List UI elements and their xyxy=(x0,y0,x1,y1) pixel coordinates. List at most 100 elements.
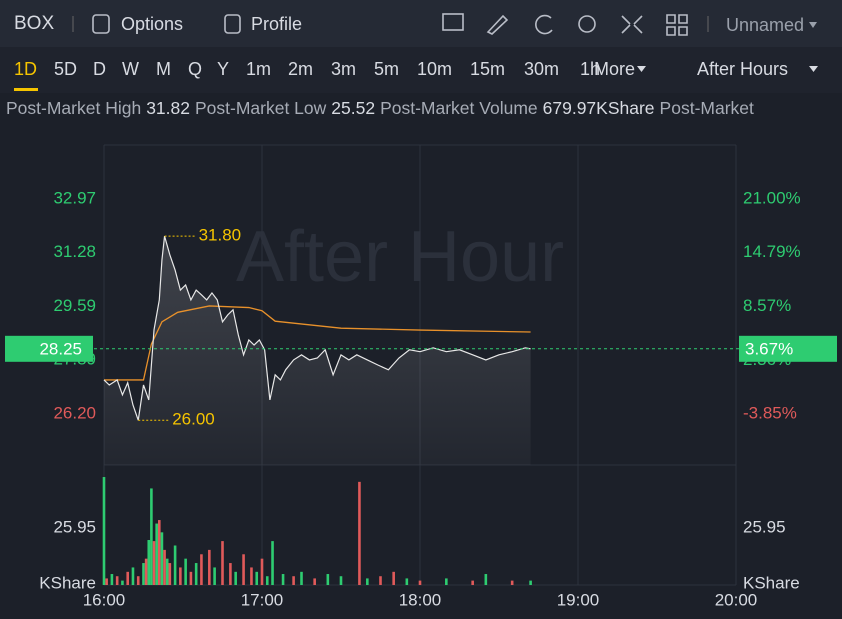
volume-bar xyxy=(471,580,474,585)
timeframe-tab[interactable]: 10m xyxy=(417,59,452,79)
y2-tick-label: 8.57% xyxy=(743,296,791,315)
profile-icon xyxy=(224,14,241,34)
timeframe-tab[interactable]: More xyxy=(594,59,635,79)
volume-bar xyxy=(160,532,164,585)
volume-bar xyxy=(155,523,158,585)
volume-bar xyxy=(339,576,343,585)
timeframe-tab[interactable]: W xyxy=(122,59,139,79)
stat-label: Post-Market Low xyxy=(195,98,327,118)
last-price-box xyxy=(5,335,93,362)
volume-bar xyxy=(445,578,448,585)
layout-icon[interactable] xyxy=(666,14,688,36)
volume-bar xyxy=(102,477,106,585)
volume-bar xyxy=(115,576,119,585)
volume-bar xyxy=(126,571,129,585)
timeframe-tab[interactable]: 30m xyxy=(524,59,559,79)
last-change-label: 3.67% xyxy=(745,339,793,358)
volume-bar xyxy=(529,580,532,585)
volume-bar xyxy=(208,549,211,585)
stat-value: 31.82 xyxy=(146,98,190,118)
timeframe-tab[interactable]: 5D xyxy=(54,59,77,79)
volume-bar xyxy=(234,571,237,585)
volume-bar xyxy=(213,567,216,585)
volume-bar xyxy=(229,563,232,585)
plot: 16:00 17:00 18:00 19:00 20:00 21.00% 32.97 14.7… xyxy=(5,144,837,609)
volume-bar xyxy=(189,571,193,585)
x-tick-label: 19:00 xyxy=(557,590,600,609)
y-tick-label: 32.97 xyxy=(53,188,96,207)
timeframe-tab[interactable]: 3m xyxy=(331,59,356,79)
symbol[interactable]: BOX xyxy=(14,13,54,34)
volume-bar xyxy=(142,563,145,585)
annotation-label: 26.00 xyxy=(172,410,215,429)
settings-icon[interactable] xyxy=(578,15,596,33)
watermark: After Hour xyxy=(236,217,564,297)
volume-bar xyxy=(152,541,156,585)
timeframe-tab[interactable]: D xyxy=(93,59,106,79)
avg-line xyxy=(104,305,531,381)
dropdown-arrow xyxy=(809,22,817,28)
y2-tick-label: 21.00% xyxy=(743,188,801,207)
timeframe-tab[interactable]: 1m xyxy=(246,59,271,79)
timeframe-tab[interactable]: 1D xyxy=(14,59,37,79)
volume-bar xyxy=(131,567,135,585)
last-change-box xyxy=(739,335,837,362)
draw-icon[interactable] xyxy=(486,14,509,35)
volume-bar xyxy=(484,574,488,585)
volume-bar xyxy=(366,578,369,585)
dropdown-arrow xyxy=(809,66,818,72)
volume-bar xyxy=(163,549,166,585)
session-select[interactable]: After Hours xyxy=(697,59,788,79)
y2-tick-label: -3.85% xyxy=(743,404,797,423)
refresh-icon[interactable] xyxy=(535,14,553,35)
volume-bar xyxy=(173,545,177,585)
stat-label: Post-Market Volume xyxy=(380,98,538,118)
volume-bar xyxy=(179,567,182,585)
annotation-label: 31.80 xyxy=(199,226,242,245)
stats-row: Post-Market High 31.82 Post-Market Low 25.5… xyxy=(6,98,754,118)
volume-bar xyxy=(105,578,108,585)
stat-value: 679.97KShare xyxy=(543,98,655,118)
stat-label: Post-Market High xyxy=(6,98,141,118)
volume-bar xyxy=(121,580,124,585)
volume-bar xyxy=(392,571,395,585)
volume-bar xyxy=(358,481,361,585)
timeframe-tab[interactable]: 5m xyxy=(374,59,399,79)
toolbar xyxy=(0,0,842,47)
x-tick-label: 17:00 xyxy=(241,590,284,609)
volume-bar xyxy=(147,540,151,585)
timeframe-tab[interactable]: 1h xyxy=(580,59,600,79)
stat-label: Post-Market xyxy=(660,98,754,118)
timeframe-tab[interactable]: 2m xyxy=(288,59,313,79)
volume-bar xyxy=(200,554,203,585)
profile-button[interactable]: Profile xyxy=(251,14,302,34)
volume-bar xyxy=(313,578,316,585)
volume-bar xyxy=(265,576,269,585)
volume-bar xyxy=(242,554,245,585)
x-tick-label: 18:00 xyxy=(399,590,442,609)
volume-bar xyxy=(405,578,409,585)
options-button[interactable]: Options xyxy=(121,14,183,34)
timeframe-tab[interactable]: Y xyxy=(217,59,229,79)
volume-bar xyxy=(260,558,264,585)
timeframe-tab[interactable]: 15m xyxy=(470,59,505,79)
layout-name[interactable]: Unnamed xyxy=(726,15,804,35)
volume-tick-label: 25.95 xyxy=(53,518,96,537)
volume-bar xyxy=(194,563,198,585)
volume-bar xyxy=(510,580,514,585)
volume-bar xyxy=(136,576,140,585)
toolbar-icons xyxy=(442,13,688,36)
indicator-icon[interactable] xyxy=(442,13,464,31)
volume-bar xyxy=(221,541,224,585)
y-tick-label: 29.59 xyxy=(53,296,96,315)
timeframe-tab[interactable]: Q xyxy=(188,59,202,79)
volume-bar xyxy=(250,567,253,585)
fullscreen-icon[interactable] xyxy=(621,15,643,34)
volume-bar xyxy=(271,541,274,585)
timeframe-bar xyxy=(0,47,842,93)
volume-bar xyxy=(292,576,295,585)
volume-bar xyxy=(255,571,259,585)
timeframe-tab[interactable]: M xyxy=(156,59,171,79)
volume-bar xyxy=(300,571,303,585)
